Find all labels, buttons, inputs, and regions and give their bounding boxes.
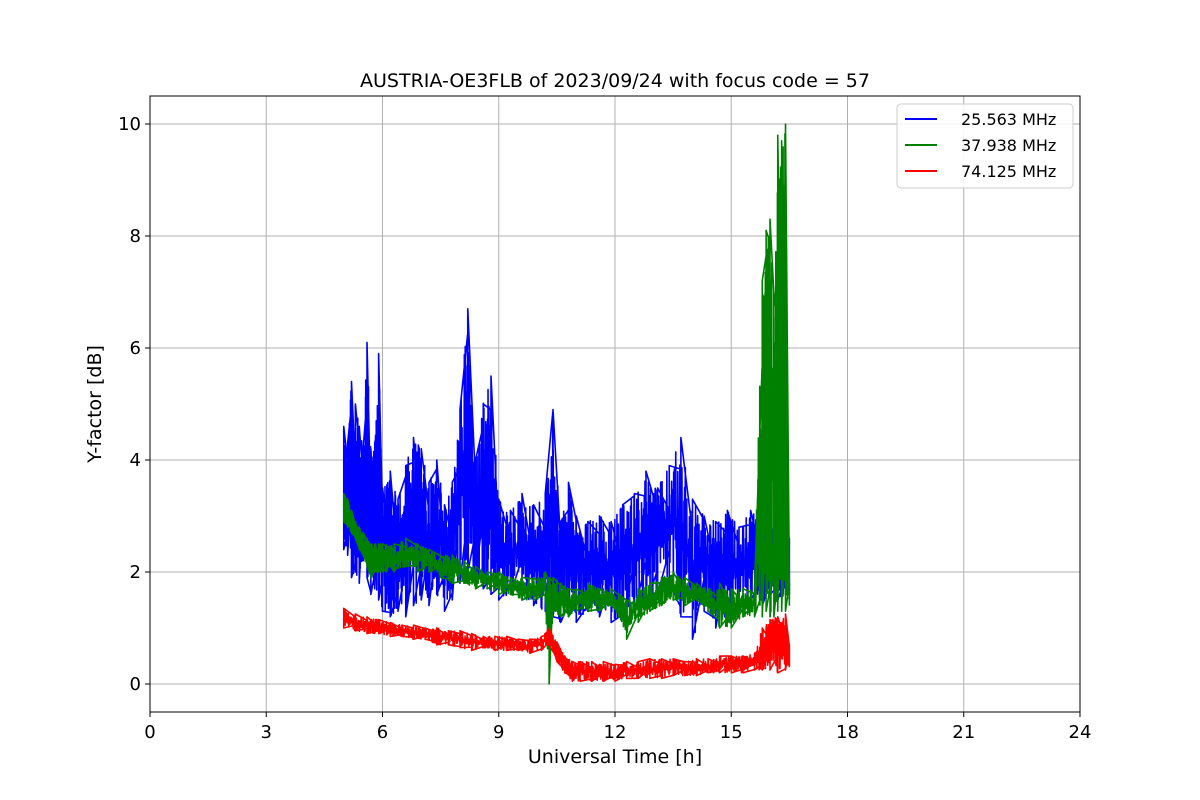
x-tick-label: 24 — [1069, 722, 1092, 743]
y-tick-label: 8 — [130, 226, 141, 247]
series-layer — [342, 123, 791, 685]
y-tick-label: 0 — [130, 674, 141, 695]
x-tick-label: 6 — [377, 722, 388, 743]
x-tick-label: 3 — [261, 722, 272, 743]
chart-title: AUSTRIA-OE3FLB of 2023/09/24 with focus … — [360, 70, 870, 92]
x-tick-label: 0 — [144, 722, 155, 743]
series-line-0 — [342, 307, 791, 641]
y-tick-label: 10 — [118, 114, 141, 135]
y-tick-label: 2 — [130, 562, 141, 583]
x-axis-label: Universal Time [h] — [528, 746, 702, 768]
x-tick-label: 21 — [952, 722, 975, 743]
series-line-1 — [342, 123, 791, 685]
y-axis-label: Y-factor [dB] — [84, 345, 106, 464]
x-tick-label: 15 — [720, 722, 743, 743]
x-tick-label: 18 — [836, 722, 859, 743]
x-tick-label: 9 — [493, 722, 504, 743]
y-tick-label: 6 — [130, 338, 141, 359]
series-line-2 — [342, 607, 791, 683]
y-tick-label: 4 — [130, 450, 141, 471]
legend-label: 74.125 MHz — [961, 162, 1056, 181]
legend-box — [896, 103, 1074, 189]
x-tick-label: 12 — [604, 722, 627, 743]
legend: 25.563 MHz 37.938 MHz 74.125 MHz — [896, 103, 1074, 189]
legend-label: 25.563 MHz — [961, 110, 1056, 129]
legend-label: 37.938 MHz — [961, 136, 1056, 155]
